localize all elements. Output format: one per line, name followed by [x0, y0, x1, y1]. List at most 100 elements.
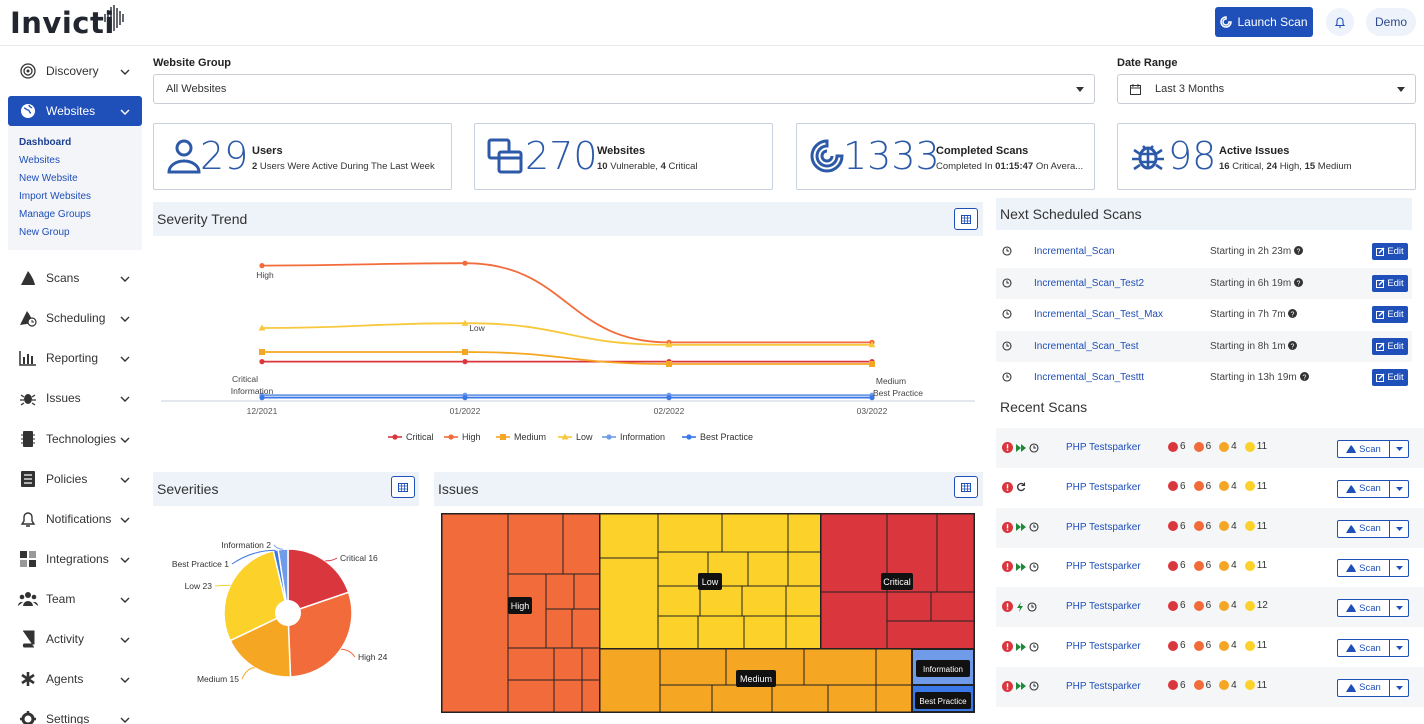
date-range-select[interactable]: Last 3 Months	[1117, 74, 1416, 104]
data-point[interactable]	[462, 349, 468, 355]
scheduled-scan-name[interactable]: Incremental_Scan_Test_Max	[1034, 309, 1163, 320]
data-point[interactable]	[259, 359, 265, 365]
pie-slice-medium[interactable]	[229, 611, 292, 678]
data-point[interactable]	[259, 395, 265, 401]
submenu-dashboard[interactable]: Dashboard	[19, 137, 72, 148]
data-point[interactable]	[462, 395, 468, 401]
scan-dropdown-button[interactable]	[1390, 521, 1408, 537]
svg-text:?: ?	[1302, 374, 1306, 381]
sidebar-item-agents[interactable]: Agents	[8, 664, 142, 694]
scheduled-scan-name[interactable]: Incremental_Scan_Testtt	[1034, 372, 1145, 383]
edit-button[interactable]: Edit	[1372, 306, 1408, 323]
table-view-button[interactable]	[954, 476, 978, 498]
user-menu[interactable]: Demo	[1366, 8, 1416, 36]
stat-card-issues[interactable]: 98 Active Issues 16 Critical, 24 High, 1…	[1117, 123, 1416, 190]
edit-button[interactable]: Edit	[1372, 337, 1408, 355]
low-icon	[1244, 640, 1255, 651]
legend-item-best-practice[interactable]: Best Practice	[682, 432, 753, 442]
stat-card-users[interactable]: 29 Users 2 Users Were Active During The …	[153, 123, 452, 190]
stat-card-scans[interactable]: 1333 Completed Scans Completed In 01:15:…	[796, 123, 1095, 190]
submenu-import-websites[interactable]: Import Websites	[19, 191, 92, 202]
pie-slice-information[interactable]	[277, 548, 289, 614]
data-point[interactable]	[666, 361, 672, 367]
sidebar-item-policies[interactable]: Policies	[8, 464, 142, 494]
launch-scan-button[interactable]: Launch Scan	[1215, 7, 1313, 37]
scan-button[interactable]: Scan	[1338, 560, 1390, 577]
chevron-down-icon	[120, 432, 134, 446]
date-range-value: Last 3 Months	[1155, 83, 1225, 95]
scheduled-scan-name[interactable]: Incremental_Scan_Test	[1034, 340, 1139, 352]
edit-button[interactable]: Edit	[1372, 369, 1408, 386]
recent-scan-name[interactable]: PHP Testsparker	[1066, 641, 1141, 652]
scan-dropdown-button[interactable]	[1390, 441, 1408, 457]
sidebar-item-discovery[interactable]: Discovery	[8, 56, 142, 86]
data-point[interactable]	[868, 341, 876, 348]
submenu-new-group[interactable]: New Group	[19, 227, 70, 238]
website-group-label: Website Group	[153, 57, 232, 69]
data-point[interactable]	[666, 395, 672, 401]
medium-count: 4	[1231, 441, 1237, 452]
sidebar-item-technologies[interactable]: Technologies	[8, 424, 142, 454]
sidebar-item-activity[interactable]: Activity	[8, 624, 142, 654]
notifications-button[interactable]	[1326, 8, 1354, 36]
data-point[interactable]	[869, 361, 875, 367]
legend-item-high[interactable]: High	[444, 432, 481, 442]
sidebar-item-integrations[interactable]: Integrations	[8, 544, 142, 574]
sidebar-item-scheduling[interactable]: Scheduling	[8, 303, 142, 333]
data-point[interactable]	[869, 395, 875, 401]
data-point[interactable]	[665, 341, 673, 348]
scheduled-scan-name[interactable]: Incremental_Scan_Test2	[1034, 277, 1145, 289]
scan-button[interactable]: Scan	[1338, 441, 1390, 457]
legend-item-information[interactable]: Information	[602, 432, 665, 442]
scan-button[interactable]: Scan	[1338, 679, 1390, 696]
pie-slice-high[interactable]	[287, 591, 353, 678]
table-view-button[interactable]	[954, 208, 978, 230]
sidebar-item-reporting[interactable]: Reporting	[8, 343, 142, 373]
sidebar-item-scans[interactable]: Scans	[8, 263, 142, 293]
scan-button[interactable]: Scan	[1338, 520, 1390, 537]
legend-item-medium[interactable]: Medium	[496, 432, 546, 442]
app-logo[interactable]: Invicti	[10, 6, 115, 40]
low-icon	[1244, 560, 1255, 571]
submenu-new-website[interactable]: New Website	[19, 173, 78, 184]
stat-card-websites[interactable]: 270 Websites 10 Vulnerable, 4 Critical	[474, 123, 773, 190]
legend-item-low[interactable]: Low	[558, 432, 593, 442]
data-point[interactable]	[258, 324, 266, 331]
recent-scan-name[interactable]: PHP Testsparker	[1066, 442, 1141, 453]
legend-item-critical[interactable]: Critical	[388, 432, 434, 442]
treemap-label-bg	[881, 573, 913, 590]
scan-dropdown-button[interactable]	[1390, 600, 1408, 616]
scan-dropdown-button[interactable]	[1390, 640, 1408, 656]
scan-button[interactable]: Scan	[1338, 640, 1390, 656]
recent-scan-name[interactable]: PHP Testsparker	[1066, 601, 1141, 613]
data-point[interactable]	[462, 359, 468, 365]
scan-dropdown-button[interactable]	[1390, 560, 1408, 576]
scheduled-scan-name[interactable]: Incremental_Scan	[1034, 246, 1115, 257]
edit-button[interactable]: Edit	[1372, 274, 1408, 292]
submenu-manage-groups[interactable]: Manage Groups	[19, 209, 91, 220]
scan-dropdown-button[interactable]	[1390, 481, 1408, 497]
sidebar-item-settings[interactable]: Settings	[8, 704, 142, 724]
website-group-select[interactable]: All Websites	[153, 74, 1095, 104]
sidebar-item-issues[interactable]: Issues	[8, 383, 142, 413]
table-view-button[interactable]	[391, 476, 415, 498]
recent-scan-name[interactable]: PHP Testsparker	[1066, 521, 1141, 533]
high-icon	[1193, 680, 1204, 691]
calendar-icon	[1130, 83, 1141, 95]
recent-scan-name[interactable]: PHP Testsparker	[1066, 561, 1141, 573]
data-point[interactable]	[462, 260, 468, 266]
edit-button[interactable]: Edit	[1372, 243, 1408, 260]
sidebar-item-team[interactable]: Team	[8, 584, 142, 614]
data-point[interactable]	[259, 349, 265, 355]
submenu-websites[interactable]: Websites	[19, 155, 60, 166]
scan-button[interactable]: Scan	[1338, 480, 1390, 497]
data-point[interactable]	[259, 263, 265, 269]
sidebar-item-notifications[interactable]: Notifications	[8, 504, 142, 534]
scan-dropdown-button[interactable]	[1390, 680, 1408, 696]
launch-scan-label: Launch Scan	[1237, 15, 1308, 29]
recent-scan-name[interactable]: PHP Testsparker	[1066, 680, 1141, 692]
recent-scan-name[interactable]: PHP Testsparker	[1066, 481, 1141, 493]
data-point[interactable]	[461, 319, 469, 326]
scan-button[interactable]: Scan	[1338, 600, 1390, 617]
sidebar-item-websites[interactable]: Websites	[8, 96, 142, 126]
